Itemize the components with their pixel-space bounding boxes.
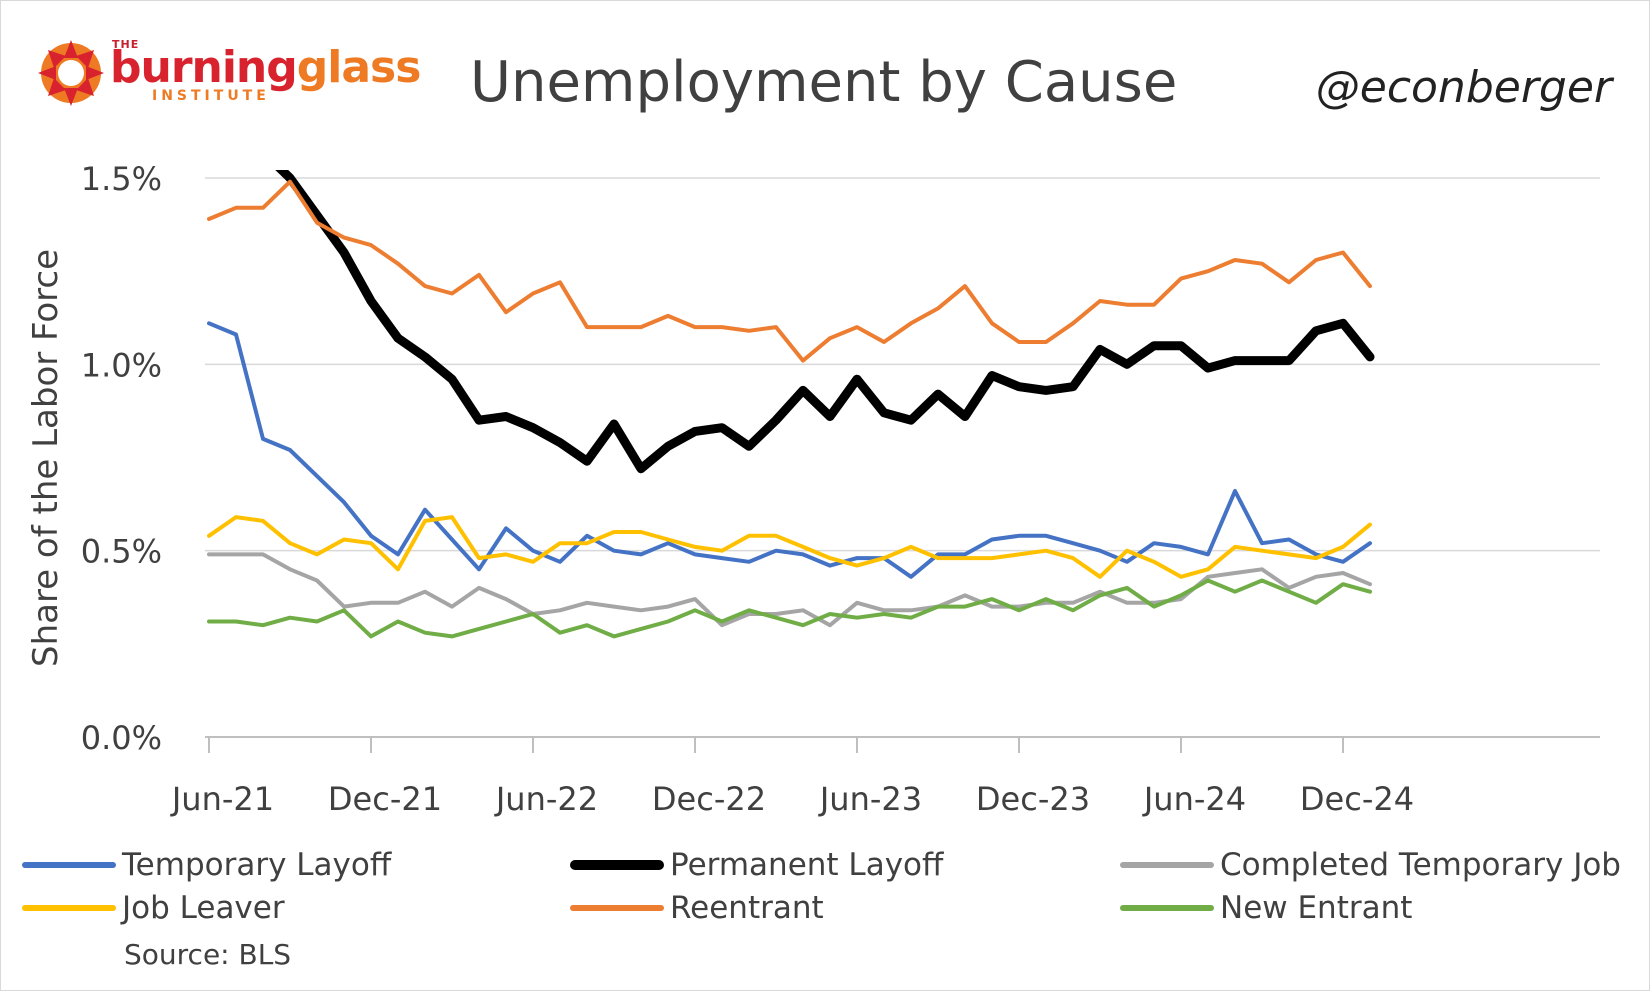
series-line-job-leaver xyxy=(207,515,1372,579)
series-lines xyxy=(207,170,1375,639)
legend-label: Permanent Layoff xyxy=(670,847,944,883)
x-tick-label: Dec-23 xyxy=(976,780,1090,818)
x-tick-label: Dec-24 xyxy=(1300,780,1414,818)
series-line-reentrant xyxy=(207,179,1372,363)
x-tick-label: Jun-23 xyxy=(818,780,922,818)
burning-glass-logo: THE burningglass INSTITUTE xyxy=(36,34,421,114)
source-note: Source: BLS xyxy=(124,938,292,971)
legend-item-completed-temporary-job: Completed Temporary Job xyxy=(1120,845,1621,885)
y-gridlines xyxy=(205,177,1600,738)
legend-swatch xyxy=(1120,862,1214,868)
y-tick-label: 1.0% xyxy=(81,346,162,384)
series-line-temporary-layoff xyxy=(207,321,1372,579)
legend-swatch xyxy=(570,905,664,911)
legend-label: Temporary Layoff xyxy=(122,847,392,883)
x-axis: Jun-21 Dec-21 Jun-22 Dec-22 Jun-23 Dec-23 Jun-… xyxy=(170,737,1414,818)
sunburst-icon xyxy=(38,40,104,106)
logo-the: THE xyxy=(112,38,140,51)
series-line-new-entrant xyxy=(207,578,1372,639)
logo-wordmark: burningglass xyxy=(110,42,422,93)
logo-institute: INSTITUTE xyxy=(152,88,270,104)
logo-word-glass: glass xyxy=(296,42,422,93)
x-tick-label: Dec-21 xyxy=(328,780,442,818)
legend-item-permanent-layoff: Permanent Layoff xyxy=(570,845,943,885)
series-line-permanent-layoff xyxy=(275,170,1375,474)
x-tick-label: Jun-22 xyxy=(494,780,598,818)
legend-label: Job Leaver xyxy=(122,890,285,926)
legend-item-temporary-layoff: Temporary Layoff xyxy=(22,845,391,885)
y-tick-label: 0.5% xyxy=(81,533,162,571)
chart-title: Unemployment by Cause xyxy=(470,50,1178,115)
legend-swatch xyxy=(570,860,664,870)
y-tick-label: 0.0% xyxy=(81,719,162,757)
legend-swatch xyxy=(1120,905,1214,911)
legend: Temporary Layoff Permanent Layoff Comple… xyxy=(22,845,1632,985)
y-tick-labels: 0.0% 0.5% 1.0% 1.5% xyxy=(81,160,162,757)
legend-label: New Entrant xyxy=(1220,890,1413,926)
legend-item-reentrant: Reentrant xyxy=(570,888,824,928)
series-line-completed-temporary-job xyxy=(207,552,1372,628)
legend-label: Reentrant xyxy=(670,890,824,926)
author-handle: @econberger xyxy=(1315,62,1612,113)
legend-swatch xyxy=(22,905,116,911)
x-tick-label: Dec-22 xyxy=(652,780,766,818)
legend-label: Completed Temporary Job xyxy=(1220,847,1621,883)
logo-word-burning: burning xyxy=(110,42,298,93)
legend-item-new-entrant: New Entrant xyxy=(1120,888,1412,928)
y-axis-label: Share of the Labor Force xyxy=(26,249,66,667)
x-tick-label: Jun-24 xyxy=(1142,780,1246,818)
x-tick-label: Jun-21 xyxy=(170,780,274,818)
legend-item-job-leaver: Job Leaver xyxy=(22,888,285,928)
legend-swatch xyxy=(22,862,116,868)
y-tick-label: 1.5% xyxy=(81,160,162,198)
